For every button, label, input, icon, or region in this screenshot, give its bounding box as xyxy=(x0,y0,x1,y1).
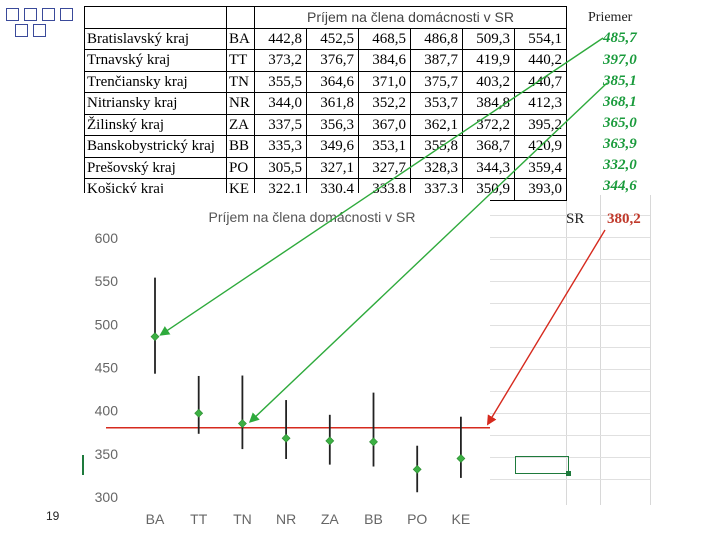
region-code: ZA xyxy=(226,113,255,136)
value-cell: 361,8 xyxy=(306,92,359,115)
empty-cell xyxy=(226,6,255,29)
value-cell: 387,7 xyxy=(410,49,463,72)
value-cell: 327,1 xyxy=(306,156,359,179)
region-name: Prešovský kraj xyxy=(84,156,227,179)
grid-line xyxy=(490,303,650,304)
grid-line xyxy=(600,195,601,505)
value-cell: 376,7 xyxy=(306,49,359,72)
value-cell: 509,3 xyxy=(462,27,515,50)
priemer-value: 332,0 xyxy=(603,157,637,173)
priemer-value: 397,0 xyxy=(603,52,637,68)
region-code: TT xyxy=(226,49,255,72)
region-name: Banskobystrický kraj xyxy=(84,135,227,158)
value-cell: 419,9 xyxy=(462,49,515,72)
value-cell: 420,9 xyxy=(514,135,567,158)
value-cell: 364,6 xyxy=(306,70,359,93)
grid-line xyxy=(490,325,650,326)
value-cell: 355,5 xyxy=(254,70,307,93)
priemer-value: 368,1 xyxy=(603,94,637,110)
value-cell: 327,7 xyxy=(358,156,411,179)
value-cell: 384,6 xyxy=(358,49,411,72)
table-header-row: Príjem na člena domácnosti v SR xyxy=(84,6,567,29)
table-row: Prešovský kraj PO 305,5 327,1 327,7 328,… xyxy=(84,156,567,179)
value-cell: 344,3 xyxy=(462,156,515,179)
region-name: Bratislavský kraj xyxy=(84,27,227,50)
value-cell: 305,5 xyxy=(254,156,307,179)
value-cell: 403,2 xyxy=(462,70,515,93)
sr-value: 380,2 xyxy=(607,211,641,227)
value-cell: 353,1 xyxy=(358,135,411,158)
value-cell: 368,7 xyxy=(462,135,515,158)
grid-line xyxy=(490,237,650,238)
value-cell: 468,5 xyxy=(358,27,411,50)
value-cell: 384,8 xyxy=(462,92,515,115)
grid-line xyxy=(490,259,650,260)
region-name: Trnavský kraj xyxy=(84,49,227,72)
table-row: Bratislavský kraj BA 442,8 452,5 468,5 4… xyxy=(84,27,567,50)
value-cell: 362,1 xyxy=(410,113,463,136)
value-cell: 335,3 xyxy=(254,135,307,158)
value-cell: 352,2 xyxy=(358,92,411,115)
value-cell: 353,7 xyxy=(410,92,463,115)
fill-handle[interactable] xyxy=(566,471,571,476)
grid-line xyxy=(490,435,650,436)
value-cell: 367,0 xyxy=(358,113,411,136)
value-cell: 359,4 xyxy=(514,156,567,179)
value-cell: 356,3 xyxy=(306,113,359,136)
region-code: NR xyxy=(226,92,255,115)
grid-line xyxy=(490,369,650,370)
value-cell: 440,7 xyxy=(514,70,567,93)
value-cell: 486,8 xyxy=(410,27,463,50)
priemer-value: 485,7 xyxy=(603,30,637,46)
value-cell: 372,2 xyxy=(462,113,515,136)
decorative-squares xyxy=(4,6,84,46)
value-cell: 344,0 xyxy=(254,92,307,115)
value-cell: 452,5 xyxy=(306,27,359,50)
priemer-value: 385,1 xyxy=(603,73,637,89)
grid-line xyxy=(490,391,650,392)
table-row: Nitriansky kraj NR 344,0 361,8 352,2 353… xyxy=(84,92,567,115)
grid-line xyxy=(490,479,650,480)
chart-panel xyxy=(84,193,490,535)
value-cell: 373,2 xyxy=(254,49,307,72)
value-cell: 371,0 xyxy=(358,70,411,93)
region-name: Nitriansky kraj xyxy=(84,92,227,115)
value-cell: 395,2 xyxy=(514,113,567,136)
page-number: 19 xyxy=(46,509,60,523)
region-name: Trenčiansky kraj xyxy=(84,70,227,93)
priemer-value: 363,9 xyxy=(603,136,637,152)
value-cell: 349,6 xyxy=(306,135,359,158)
priemer-header: Priemer xyxy=(588,10,633,25)
value-cell: 440,2 xyxy=(514,49,567,72)
table-title: Príjem na člena domácnosti v SR xyxy=(254,6,567,29)
value-cell: 554,1 xyxy=(514,27,567,50)
table-row: Trenčiansky kraj TN 355,5 364,6 371,0 37… xyxy=(84,70,567,93)
region-code: BB xyxy=(226,135,255,158)
priemer-value: 365,0 xyxy=(603,115,637,131)
value-cell: 393,0 xyxy=(514,178,567,201)
grid-line xyxy=(650,195,651,505)
region-code: PO xyxy=(226,156,255,179)
value-cell: 442,8 xyxy=(254,27,307,50)
region-code: BA xyxy=(226,27,255,50)
income-table: Príjem na člena domácnosti v SR Bratisla… xyxy=(84,6,567,201)
grid-line xyxy=(490,457,650,458)
value-cell: 355,8 xyxy=(410,135,463,158)
value-cell: 337,5 xyxy=(254,113,307,136)
table-row: Žilinský kraj ZA 337,5 356,3 367,0 362,1… xyxy=(84,113,567,136)
sr-label: SR xyxy=(566,211,585,227)
table-row: Trnavský kraj TT 373,2 376,7 384,6 387,7… xyxy=(84,49,567,72)
region-name: Žilinský kraj xyxy=(84,113,227,136)
selected-cell[interactable] xyxy=(515,456,569,474)
table-row: Banskobystrický kraj BB 335,3 349,6 353,… xyxy=(84,135,567,158)
grid-line xyxy=(490,347,650,348)
empty-cell xyxy=(84,6,227,29)
region-code: TN xyxy=(226,70,255,93)
priemer-value: 344,6 xyxy=(603,178,637,194)
value-cell: 328,3 xyxy=(410,156,463,179)
grid-line xyxy=(490,413,650,414)
grid-line xyxy=(490,281,650,282)
value-cell: 375,7 xyxy=(410,70,463,93)
value-cell: 412,3 xyxy=(514,92,567,115)
